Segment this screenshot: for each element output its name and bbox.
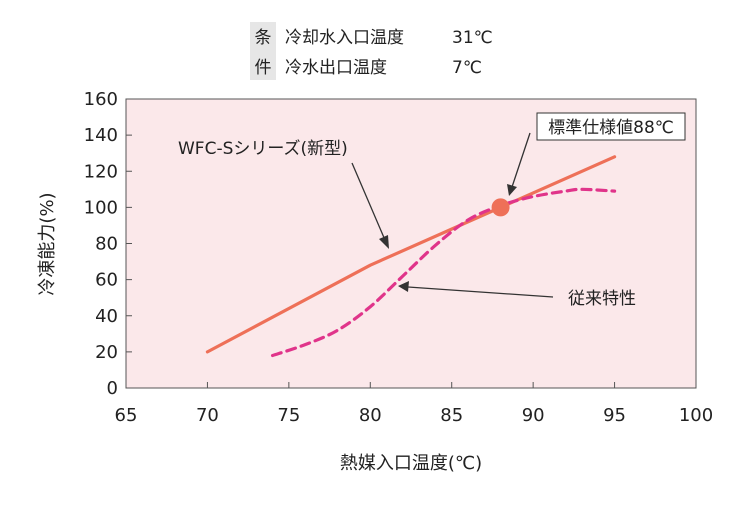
annotation-new-model-arrowhead [379, 235, 389, 249]
annotations: WFC-Sシリーズ(新型) 標準仕様値88℃ 従来特性 [178, 112, 686, 309]
y-tick-label: 80 [95, 234, 118, 255]
plot-area [125, 98, 697, 389]
series-layer [205, 155, 617, 358]
x-tick-label: 85 [440, 405, 463, 426]
annotation-new-model-arrow [351, 162, 386, 241]
highlight-point [491, 198, 510, 217]
x-tick-label: 95 [603, 405, 626, 426]
y-tick-label: 0 [107, 378, 118, 399]
series-line-new-model [205, 155, 617, 354]
x-tick-label: 65 [115, 405, 138, 426]
condition-row2-value: 7℃ [452, 58, 482, 78]
x-axis-label: 熱媒入口温度(℃) [340, 453, 482, 474]
annotation-standard-box [536, 112, 686, 141]
y-axis-label: 冷凍能力(%) [37, 192, 58, 295]
x-tick-label: 75 [277, 405, 300, 426]
conditions-key-background [250, 22, 276, 80]
y-tick-label: 40 [95, 306, 118, 327]
x-tick-label: 70 [196, 405, 219, 426]
x-tick-label: 100 [679, 405, 713, 426]
y-tick-label: 100 [84, 197, 118, 218]
annotation-conventional: 従来特性 [568, 289, 636, 309]
conditions-block: 条 件 冷却水入口温度 31℃ 冷水出口温度 7℃ [250, 22, 493, 80]
x-axis-ticks: 65 70 75 80 85 90 95 100 [115, 382, 713, 426]
y-tick-label: 160 [84, 89, 118, 110]
condition-row1-value: 31℃ [452, 28, 493, 48]
condition-row2-label: 冷水出口温度 [285, 58, 387, 78]
conditions-key-bottom: 件 [255, 58, 272, 78]
condition-row1-label: 冷却水入口温度 [285, 28, 404, 48]
annotation-new-model: WFC-Sシリーズ(新型) [178, 139, 348, 159]
annotation-standard-arrowhead [507, 184, 517, 196]
x-tick-label: 90 [522, 405, 545, 426]
y-tick-label: 60 [95, 270, 118, 291]
conditions-key-top: 条 [255, 28, 272, 48]
annotation-standard-arrow [511, 132, 531, 188]
y-tick-label: 140 [84, 125, 118, 146]
y-axis-ticks: 0 20 40 60 80 100 120 140 160 [84, 89, 132, 399]
y-tick-label: 20 [95, 342, 118, 363]
annotation-standard-value: 標準仕様値88℃ [548, 118, 674, 138]
y-tick-label: 120 [84, 161, 118, 182]
x-tick-label: 80 [359, 405, 382, 426]
series-line-conventional [270, 187, 617, 358]
annotation-conventional-arrow [407, 286, 554, 298]
annotation-conventional-arrowhead [398, 281, 409, 292]
